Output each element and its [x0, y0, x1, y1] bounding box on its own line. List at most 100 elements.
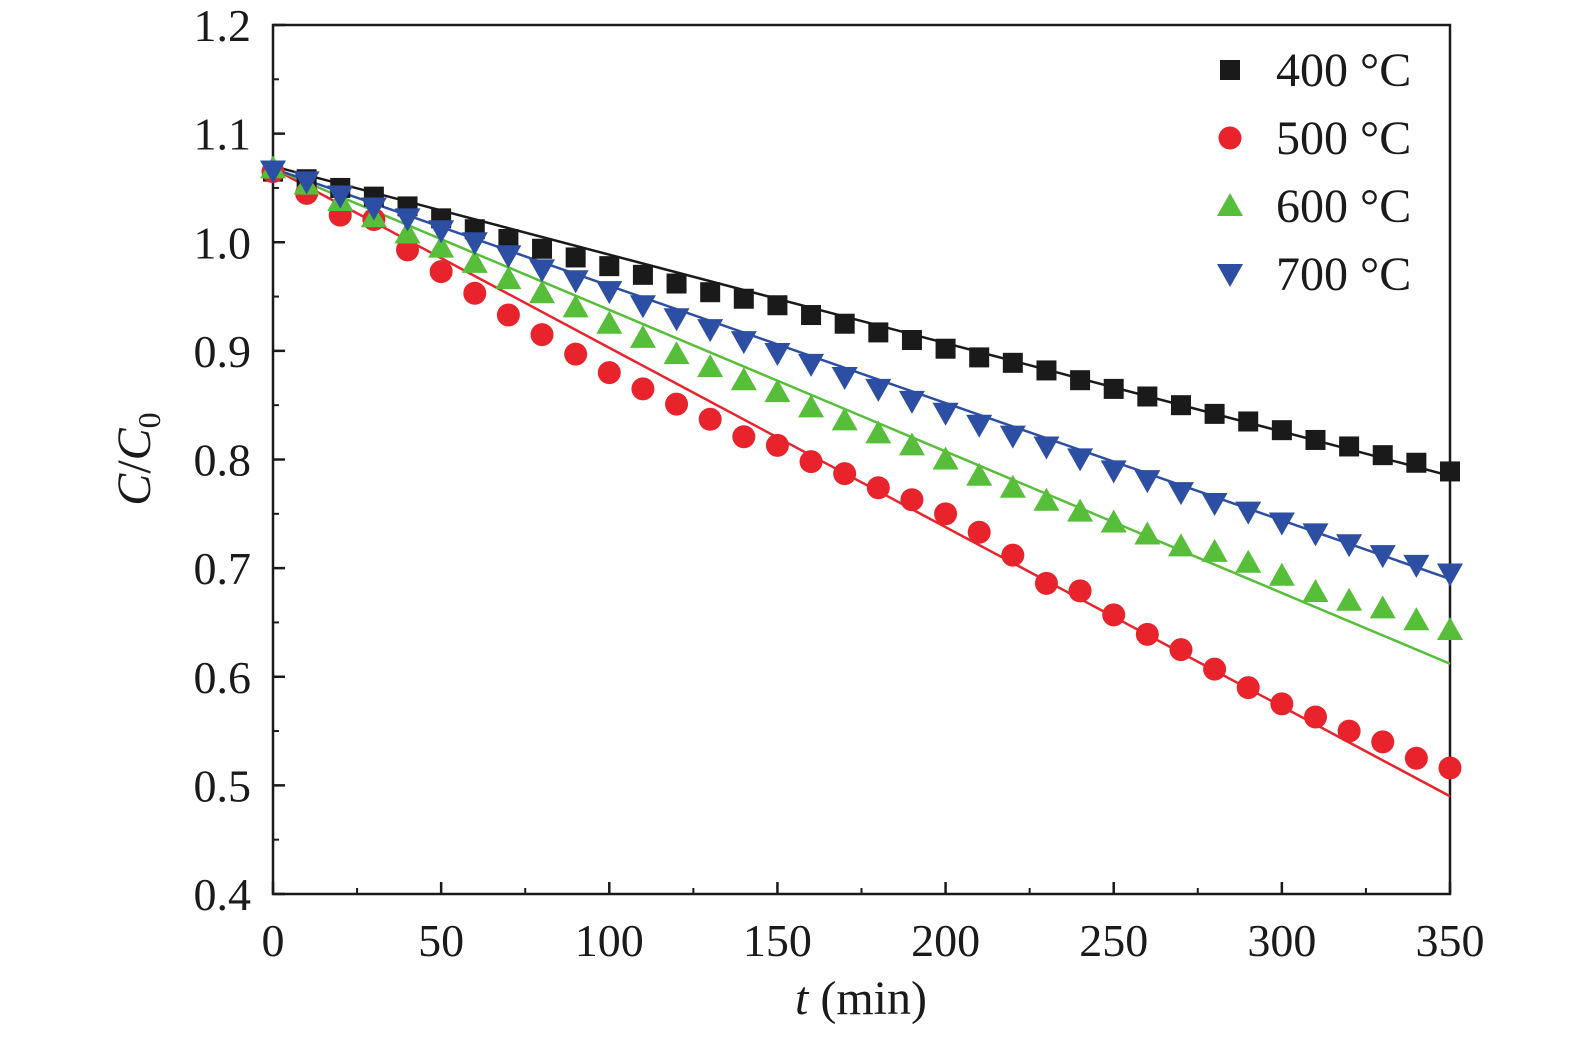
point-500-c: [698, 407, 722, 431]
point-400-c: [1002, 352, 1023, 373]
plot-frame: [271, 23, 1452, 896]
point-500-c: [1068, 579, 1092, 603]
point-700-c: [394, 208, 421, 232]
point-700-c: [596, 281, 623, 305]
point-500-c: [396, 238, 420, 262]
point-700-c: [999, 425, 1026, 449]
data-points: [260, 155, 1463, 780]
point-400-c: [901, 330, 922, 351]
point-500-c: [1169, 638, 1193, 662]
point-700-c: [663, 308, 690, 332]
y-tick-label: 0.7: [194, 543, 252, 594]
point-700-c: [1403, 554, 1430, 578]
point-500-c: [564, 342, 588, 366]
point-700-c: [360, 197, 387, 221]
point-600-c: [1201, 538, 1228, 562]
x-tick-label: 0: [262, 915, 285, 966]
point-600-c: [1302, 579, 1329, 603]
y-tick-label: 1.1: [194, 109, 252, 160]
legend-marker-600-c: [1217, 193, 1243, 216]
point-700-c: [966, 414, 993, 438]
point-600-c: [898, 432, 925, 456]
point-700-c: [831, 366, 858, 390]
point-400-c: [1070, 370, 1091, 391]
point-500-c: [1371, 730, 1395, 754]
point-600-c: [1100, 509, 1127, 533]
legend-label-500-c: 500 °C: [1276, 112, 1411, 165]
point-600-c: [697, 354, 724, 378]
point-400-c: [935, 338, 956, 359]
legend-label-700-c: 700 °C: [1276, 248, 1411, 301]
point-500-c: [1102, 603, 1126, 627]
series-700-c: [260, 160, 1463, 587]
point-700-c: [293, 171, 320, 195]
point-500-c: [799, 450, 823, 474]
legend-marker-500-c: [1218, 126, 1242, 150]
point-600-c: [831, 407, 858, 431]
point-400-c: [1137, 386, 1158, 407]
point-500-c: [1303, 705, 1327, 729]
point-400-c: [1036, 360, 1057, 381]
point-700-c: [1100, 460, 1127, 484]
point-700-c: [260, 160, 286, 184]
point-700-c: [798, 353, 825, 377]
point-700-c: [529, 259, 556, 283]
x-tick-label: 150: [743, 915, 812, 966]
point-500-c: [1135, 622, 1159, 646]
point-500-c: [429, 260, 453, 284]
x-tick-label: 250: [1079, 915, 1148, 966]
point-500-c: [1337, 719, 1361, 743]
x-axis-title: t (min): [795, 972, 927, 1025]
point-700-c: [1235, 501, 1262, 525]
point-600-c: [663, 341, 690, 365]
legend-marker-700-c: [1217, 264, 1243, 287]
y-axis-title: C/C0: [108, 412, 167, 505]
point-400-c: [1372, 445, 1393, 466]
fit-line-600-c: [272, 167, 1451, 665]
point-500-c: [1236, 676, 1260, 700]
point-400-c: [532, 238, 553, 259]
point-600-c: [1268, 562, 1295, 586]
point-700-c: [764, 343, 791, 367]
point-400-c: [599, 256, 620, 277]
point-700-c: [562, 270, 589, 294]
point-400-c: [1103, 378, 1124, 399]
point-500-c: [900, 488, 924, 512]
point-600-c: [1437, 617, 1463, 641]
point-700-c: [327, 185, 354, 209]
x-tick-label: 200: [911, 915, 980, 966]
point-500-c: [732, 425, 756, 449]
point-600-c: [394, 220, 421, 244]
x-axis-variable: t: [795, 972, 810, 1025]
point-600-c: [1134, 521, 1161, 545]
point-400-c: [1238, 411, 1259, 432]
point-400-c: [700, 282, 721, 303]
point-400-c: [733, 288, 754, 309]
point-500-c: [765, 433, 789, 457]
point-500-c: [665, 392, 689, 416]
point-700-c: [1268, 512, 1295, 536]
point-400-c: [1440, 461, 1460, 482]
y-tick-label: 0.8: [194, 435, 252, 486]
point-500-c: [934, 502, 958, 526]
x-axis-unit: (min): [808, 972, 927, 1025]
point-700-c: [629, 295, 656, 319]
y-axis-numerator: C: [108, 473, 161, 506]
point-600-c: [596, 310, 623, 334]
point-700-c: [1033, 436, 1060, 460]
point-600-c: [529, 280, 556, 304]
point-600-c: [1033, 487, 1060, 511]
point-700-c: [1201, 492, 1228, 516]
point-500-c: [1001, 543, 1025, 567]
point-500-c: [496, 303, 520, 327]
point-600-c: [629, 324, 656, 348]
point-500-c: [1270, 692, 1294, 716]
point-600-c: [428, 234, 455, 258]
point-400-c: [1204, 403, 1225, 424]
point-700-c: [1067, 448, 1094, 472]
point-600-c: [461, 249, 488, 273]
point-400-c: [632, 264, 653, 285]
point-500-c: [597, 361, 621, 385]
point-400-c: [498, 228, 519, 249]
